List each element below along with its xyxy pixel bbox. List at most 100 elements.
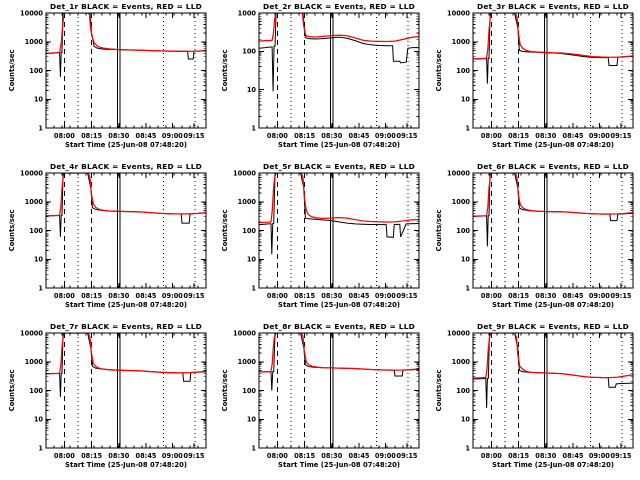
x-tick-label: 09:00 — [375, 132, 396, 140]
x-axis-label: Start Time (25-Jun-08 07:48:20) — [65, 141, 187, 149]
y-tick-label: 100 — [243, 48, 257, 56]
y-tick-label: 10 — [247, 256, 257, 264]
x-tick-label: 09:15 — [397, 132, 418, 140]
y-tick-label: 10000 — [447, 329, 470, 337]
y-tick-label: 10 — [460, 256, 470, 264]
y-axis-label: Counts/sec — [8, 210, 16, 252]
plot-panel-det2r[interactable]: 1 10 100 1000 08:00 08:15 08:30 08:45 09:00 09:15… — [213, 0, 426, 160]
x-tick-label: 09:00 — [375, 452, 396, 460]
y-axis-label: Counts/sec — [8, 370, 16, 412]
plot-panel-det4r[interactable]: 1 10 100 1000 10000 08:00 08:15 08:30 08:45 09:00… — [0, 160, 213, 320]
y-tick-label: 10000 — [233, 329, 256, 337]
x-tick-label: 08:00 — [54, 292, 75, 300]
plot-panel-det3r[interactable]: 1 10 100 1000 10000 08:00 08:15 08:30 08:45 09:00… — [427, 0, 640, 160]
y-tick-label: 100 — [456, 227, 470, 235]
x-tick-label: 09:00 — [589, 132, 610, 140]
y-tick-label: 1000 — [238, 198, 257, 206]
x-axis-label: Start Time (25-Jun-08 07:48:20) — [65, 461, 187, 469]
y-tick-label: 1000 — [25, 38, 44, 46]
x-tick-label: 08:00 — [481, 292, 502, 300]
x-tick-label: 08:15 — [508, 452, 529, 460]
y-tick-label: 10 — [34, 96, 44, 104]
x-tick-label: 09:15 — [184, 132, 205, 140]
x-tick-label: 09:00 — [589, 292, 610, 300]
plot-panel-det1r[interactable]: 1 10 100 1000 10000 08:00 08:15 08:30 08:45 09:00… — [0, 0, 213, 160]
y-tick-label: 100 — [29, 67, 43, 75]
plot-panel-det7r[interactable]: 1 10 100 1000 10000 08:00 08:15 08:30 08:45 09:00… — [0, 320, 213, 480]
y-tick-label: 1 — [465, 284, 470, 292]
x-axis-label: Start Time (25-Jun-08 07:48:20) — [278, 141, 400, 149]
x-tick-label: 09:00 — [162, 452, 183, 460]
panel-title: Det_5r BLACK = Events, RED = LLD — [263, 162, 415, 171]
x-tick-label: 09:15 — [610, 132, 631, 140]
panel-title: Det_9r BLACK = Events, RED = LLD — [477, 322, 629, 331]
x-tick-label: 08:45 — [349, 292, 370, 300]
x-tick-label: 08:45 — [136, 292, 157, 300]
y-tick-label: 10 — [460, 96, 470, 104]
plot-panel-det9r[interactable]: 1 10 100 1000 10000 08:00 08:15 08:30 08:45 09:00… — [427, 320, 640, 480]
panel-title: Det_7r BLACK = Events, RED = LLD — [50, 322, 202, 331]
x-tick-label: 08:30 — [322, 292, 343, 300]
x-tick-label: 09:15 — [184, 452, 205, 460]
y-tick-label: 100 — [29, 387, 43, 395]
x-tick-label: 08:45 — [562, 452, 583, 460]
x-axis-label: Start Time (25-Jun-08 07:48:20) — [492, 301, 614, 309]
x-tick-label: 09:00 — [375, 292, 396, 300]
x-tick-label: 08:30 — [108, 452, 129, 460]
y-tick-label: 100 — [456, 387, 470, 395]
x-tick-label: 08:30 — [535, 292, 556, 300]
y-tick-label: 1000 — [25, 198, 44, 206]
y-tick-label: 1 — [252, 124, 257, 132]
y-tick-label: 100 — [243, 387, 257, 395]
panel-title: Det_1r BLACK = Events, RED = LLD — [50, 2, 202, 11]
x-tick-label: 08:45 — [349, 452, 370, 460]
x-tick-label: 09:15 — [610, 452, 631, 460]
plot-panel-det5r[interactable]: 1 10 100 1000 10000 08:00 08:15 08:30 08:45 09:00… — [213, 160, 426, 320]
x-tick-label: 08:00 — [481, 452, 502, 460]
x-tick-label: 08:45 — [562, 132, 583, 140]
x-tick-label: 09:00 — [589, 452, 610, 460]
x-tick-label: 08:00 — [267, 452, 288, 460]
y-tick-label: 1000 — [451, 358, 470, 366]
x-tick-label: 08:15 — [81, 292, 102, 300]
x-axis-label: Start Time (25-Jun-08 07:48:20) — [278, 461, 400, 469]
x-tick-label: 08:00 — [267, 292, 288, 300]
x-tick-label: 08:30 — [535, 132, 556, 140]
panel-title: Det_4r BLACK = Events, RED = LLD — [50, 162, 202, 171]
x-tick-label: 09:15 — [397, 452, 418, 460]
y-axis-label: Counts/sec — [221, 370, 229, 412]
x-tick-label: 08:30 — [322, 452, 343, 460]
y-tick-label: 1 — [465, 444, 470, 452]
panel-title: Det_8r BLACK = Events, RED = LLD — [263, 322, 415, 331]
y-tick-label: 10000 — [447, 9, 470, 17]
y-tick-label: 1000 — [25, 358, 44, 366]
x-tick-label: 08:45 — [562, 292, 583, 300]
y-tick-label: 10 — [247, 86, 257, 94]
y-tick-label: 100 — [456, 67, 470, 75]
y-tick-label: 1 — [38, 284, 43, 292]
y-tick-label: 1000 — [238, 9, 257, 17]
x-tick-label: 09:00 — [162, 292, 183, 300]
plot-panel-det8r[interactable]: 1 10 100 1000 10000 08:00 08:15 08:30 08:45 09:00… — [213, 320, 426, 480]
y-tick-label: 10 — [34, 416, 44, 424]
y-axis-label: Counts/sec — [221, 50, 229, 92]
x-tick-label: 08:15 — [294, 132, 315, 140]
x-tick-label: 08:15 — [81, 452, 102, 460]
y-axis-label: Counts/sec — [435, 210, 443, 252]
x-tick-label: 08:00 — [481, 132, 502, 140]
y-axis-label: Counts/sec — [435, 370, 443, 412]
x-tick-label: 08:30 — [535, 452, 556, 460]
y-tick-label: 10 — [460, 416, 470, 424]
x-tick-label: 08:00 — [54, 452, 75, 460]
y-tick-label: 1000 — [451, 198, 470, 206]
y-tick-label: 10000 — [20, 169, 43, 177]
x-tick-label: 08:30 — [108, 132, 129, 140]
y-tick-label: 10 — [34, 256, 44, 264]
x-axis-label: Start Time (25-Jun-08 07:48:20) — [278, 301, 400, 309]
x-tick-label: 09:15 — [610, 292, 631, 300]
y-tick-label: 100 — [243, 227, 257, 235]
y-tick-label: 10000 — [20, 9, 43, 17]
y-axis-label: Counts/sec — [8, 50, 16, 92]
plot-panel-det6r[interactable]: 1 10 100 1000 10000 08:00 08:15 08:30 08:45 09:00… — [427, 160, 640, 320]
